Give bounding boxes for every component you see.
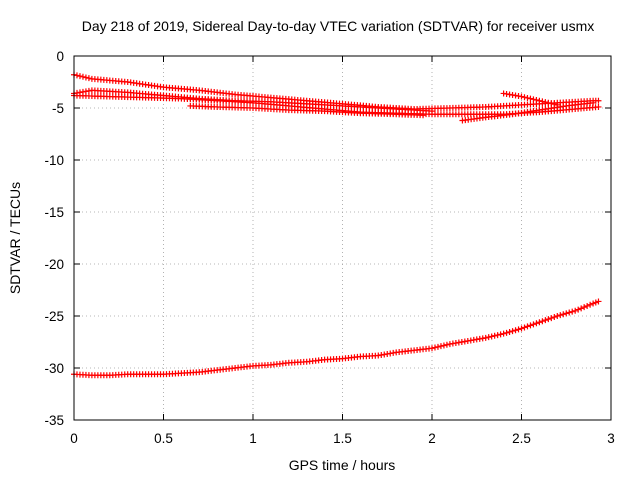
data-point [590,300,597,307]
data-point [542,99,549,106]
y-tick-label: -30 [44,361,64,376]
x-tick-label: 1.5 [333,431,352,446]
data-point [85,75,92,82]
data-point [536,319,543,326]
data-point [509,328,516,335]
data-point [518,325,525,332]
data-point [569,308,576,315]
data-point [434,343,441,350]
data-point [497,331,504,338]
data-marks [71,71,602,379]
data-point [566,309,573,316]
data-point [578,305,585,312]
data-point [581,304,588,311]
data-point [533,320,540,327]
data-point [557,312,564,319]
data-point [545,316,552,323]
data-point [73,72,80,79]
y-axis-label: SDTVAR / TECUs [7,182,23,294]
data-point [542,317,549,324]
data-point [512,327,519,334]
data-point [431,344,438,351]
data-point [548,315,555,322]
data-point [530,96,537,103]
data-point [491,332,498,339]
axis-ticks: 0 0.5 1 1.5 2 2.5 3 0 -5 -10 -15 -20 -25 -30 -35 [44,49,614,446]
series-satellite-track-3 [71,87,435,115]
data-point [443,341,450,348]
data-point [590,99,597,106]
data-point [440,342,447,349]
series-satellite-track-5 [459,99,597,124]
data-point [536,97,543,104]
x-tick-label: 1 [249,431,257,446]
x-tick-label: 3 [607,431,615,446]
data-point [595,298,602,305]
data-point [524,94,531,101]
data-point [533,97,540,104]
data-point [500,330,507,337]
y-tick-label: -35 [44,413,64,428]
x-tick-label: 0.5 [154,431,173,446]
x-tick-label: 2.5 [512,431,531,446]
data-point [539,98,546,105]
data-point [551,314,558,321]
data-point [76,73,83,80]
y-tick-label: -25 [44,309,64,324]
x-tick-label: 0 [70,431,78,446]
y-tick-label: -5 [52,101,64,116]
data-point [551,101,558,108]
data-point [592,299,599,306]
data-point [521,324,528,331]
data-point [515,326,522,333]
series-satellite-track-6 [500,90,561,108]
data-point [548,100,555,107]
data-point [485,334,492,341]
data-point [82,74,89,81]
data-point [420,112,427,119]
data-point [545,99,552,106]
data-point [563,310,570,317]
data-point [595,103,602,110]
data-point [554,101,561,108]
data-point [429,108,435,115]
data-point [587,301,594,308]
data-point [79,73,86,80]
data-point [595,97,602,104]
data-point [437,343,444,350]
data-point [518,93,525,100]
y-tick-label: -10 [44,153,64,168]
data-point [539,318,546,325]
data-point [521,94,528,101]
data-point [524,323,531,330]
data-point [575,306,582,313]
data-point [494,332,501,339]
y-tick-label: -20 [44,257,64,272]
data-point [527,95,534,102]
data-point [572,307,579,314]
data-point [527,322,534,329]
y-tick-label: -15 [44,205,64,220]
data-point [560,311,567,318]
x-tick-label: 2 [428,431,436,446]
y-tick-label: 0 [56,49,64,64]
x-axis-label: GPS time / hours [289,457,396,473]
series-satellite-track-4 [187,102,427,119]
series-satellite-track-1 [71,71,602,113]
series-satellite-track-7 [71,298,602,379]
data-point [554,313,561,319]
data-point [482,334,489,341]
data-point [429,345,435,352]
data-point [506,328,513,335]
data-point [503,329,510,336]
data-point [488,333,495,340]
data-point [530,321,537,328]
chart-title: Day 218 of 2019, Sidereal Day-to-day VTE… [82,18,595,34]
data-point [584,302,591,309]
